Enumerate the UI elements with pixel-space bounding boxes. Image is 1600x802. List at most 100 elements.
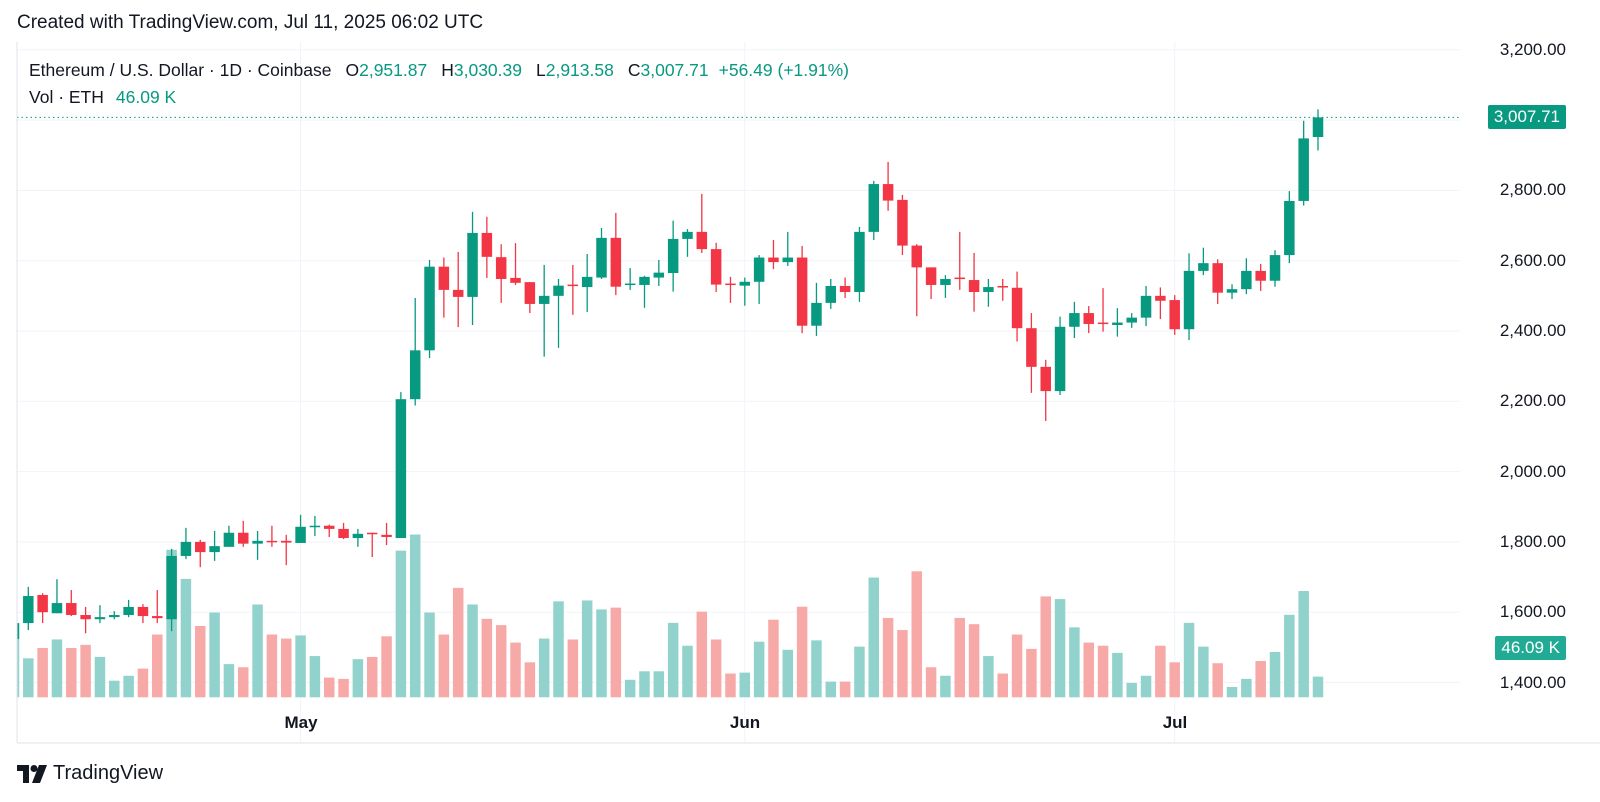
candle-body (309, 525, 321, 528)
candle (940, 275, 951, 298)
candle-body (1040, 366, 1051, 392)
price-label: 1,600.00 (1499, 602, 1566, 622)
candle-body (710, 249, 722, 285)
volume-bar (338, 678, 349, 698)
close-value: 3,007.71 (640, 60, 709, 80)
volume-bar (123, 675, 134, 698)
candle (452, 251, 464, 328)
symbol-title[interactable]: Ethereum / U.S. Dollar · 1D · Coinbase (29, 60, 332, 80)
volume-bar (1026, 648, 1037, 698)
close-label: C (627, 60, 641, 80)
candle-body (266, 540, 278, 543)
candle-body (983, 287, 994, 292)
candle-body (1226, 289, 1238, 293)
volume-bar (467, 604, 478, 698)
volume-bar (152, 634, 163, 698)
created-with-caption: Created with TradingView.com, Jul 11, 20… (17, 12, 484, 33)
candle-body (997, 286, 1008, 288)
candle-body (1298, 138, 1309, 201)
price-label: 2,600.00 (1499, 250, 1566, 270)
candle (1026, 313, 1037, 393)
candle (467, 211, 478, 326)
candle (280, 534, 292, 566)
volume-bar (409, 534, 421, 698)
price-label: 1,800.00 (1499, 531, 1566, 551)
candle-body (1169, 300, 1180, 330)
candle (481, 216, 493, 278)
volume-bar (1169, 662, 1180, 698)
volume-bar (696, 611, 708, 698)
candle-body (424, 266, 435, 351)
candle (596, 228, 607, 279)
candle-body (639, 276, 650, 285)
volume-bar (66, 647, 77, 698)
candle (1241, 258, 1252, 295)
candle-body (768, 257, 779, 263)
candle-body (682, 231, 693, 239)
volume-bar (223, 664, 235, 698)
candle-body (295, 526, 306, 543)
candle (624, 268, 636, 290)
candle-body (1312, 117, 1324, 138)
current-volume-badge: 46.09 K (1495, 636, 1566, 660)
volume-bar (639, 671, 650, 698)
volume-bar (452, 587, 464, 698)
volume-bar (667, 622, 679, 698)
candle (152, 590, 163, 624)
candle-body (897, 199, 908, 246)
tradingview-logo[interactable]: TradingView (17, 762, 163, 785)
candle (868, 180, 880, 240)
volume-bar (1298, 591, 1309, 698)
candle (1312, 109, 1324, 151)
candle-body (667, 238, 679, 274)
volume-bar (1312, 676, 1324, 698)
volume-bar (968, 624, 980, 698)
volume-bar (381, 636, 392, 698)
candle-body (925, 267, 937, 285)
candle-body (51, 603, 63, 614)
candle-body (1112, 322, 1123, 326)
legend-ohlc: Ethereum / U.S. Dollar · 1D · Coinbase O… (29, 60, 849, 81)
volume-bar (1183, 622, 1195, 698)
volume-bar (610, 607, 622, 698)
volume-bar (438, 634, 450, 698)
candle (295, 514, 306, 543)
candle-body (1241, 270, 1252, 290)
candle (1169, 295, 1180, 335)
open-value: 2,951.87 (359, 60, 428, 80)
candle-body (854, 231, 865, 292)
candle-body (839, 286, 851, 292)
candle (1269, 250, 1281, 287)
volume-bar (868, 577, 880, 698)
volume-bar (1269, 652, 1281, 698)
candle (768, 239, 779, 270)
candle (323, 524, 335, 537)
candle (266, 525, 278, 547)
candle-body (610, 237, 622, 287)
volume-value: 46.09 K (115, 87, 177, 107)
volume-bar (295, 635, 306, 698)
candle-body (1083, 313, 1094, 324)
candle-body (1255, 270, 1266, 281)
candle (66, 590, 77, 617)
volume-bar (524, 662, 536, 698)
volume-bar (51, 639, 63, 698)
price-label: 2,200.00 (1499, 391, 1566, 411)
legend-volume: Vol · ETH 46.09 K (29, 87, 176, 108)
candle-body (80, 615, 91, 620)
volume-bar (768, 619, 779, 698)
candle-body (882, 184, 894, 201)
open-label: O (345, 60, 360, 80)
volume-bar (653, 671, 665, 698)
volume-bar (624, 679, 636, 698)
high-value: 3,030.39 (453, 60, 522, 80)
time-label-jun: Jun (729, 713, 761, 732)
volume-bar (854, 646, 865, 698)
candle (911, 244, 923, 317)
candle-body (739, 281, 751, 286)
candle (897, 194, 908, 256)
candle (653, 259, 665, 287)
candle-body (510, 277, 521, 283)
candle-body (1054, 326, 1066, 392)
